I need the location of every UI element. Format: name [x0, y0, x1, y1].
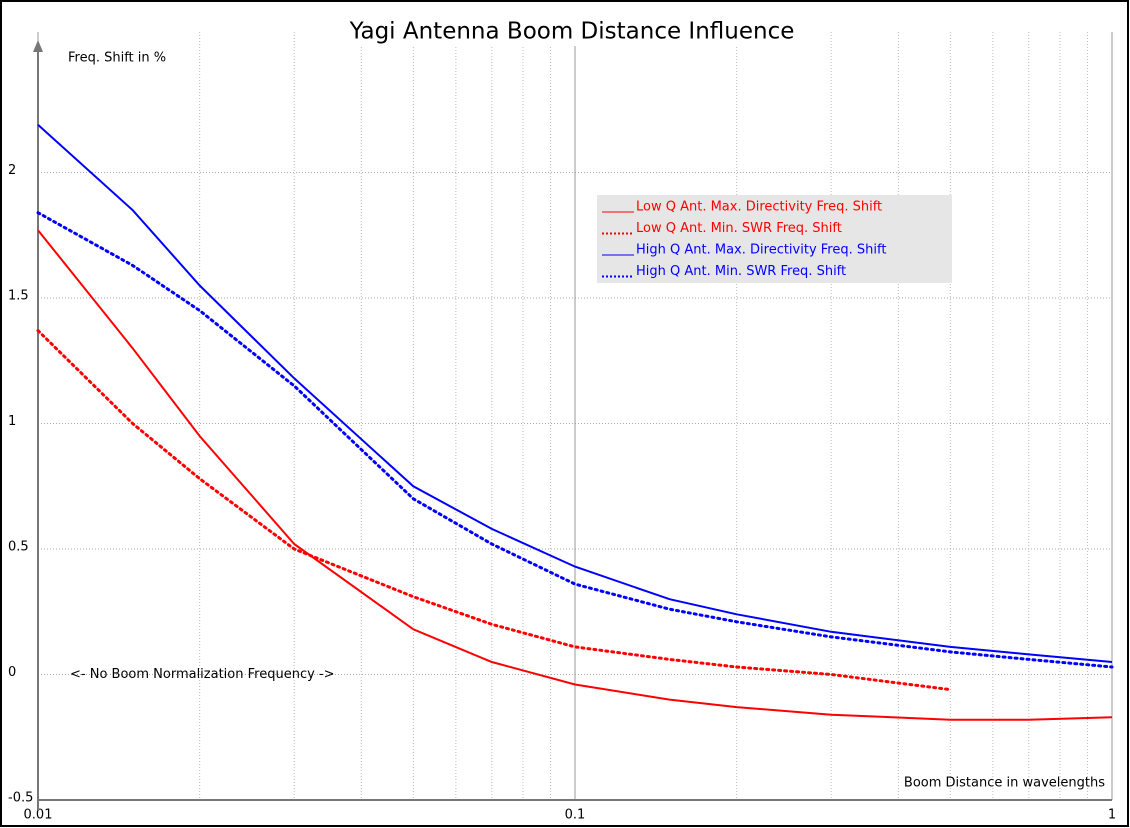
series-line: [36, 329, 952, 692]
legend-label: High Q Ant. Min. SWR Freq. Shift: [636, 264, 846, 279]
series-line: [36, 211, 1114, 669]
x-tick-label: 1: [1108, 808, 1116, 823]
legend-label: High Q Ant. Max. Directivity Freq. Shift: [636, 243, 886, 258]
series-line: [37, 124, 1113, 663]
x-tick-label: 0.1: [565, 808, 586, 823]
series-line: [37, 229, 1113, 721]
y-tick-label: 1: [8, 414, 16, 429]
legend-box: [597, 195, 952, 283]
y-tick-label: 0: [8, 665, 16, 680]
annotation: <- No Boom Normalization Frequency ->: [70, 667, 335, 682]
chart-title: Yagi Antenna Boom Distance Influence: [349, 19, 795, 45]
y-axis-arrow: [33, 40, 43, 52]
y-axis-label: Freq. Shift in %: [68, 51, 166, 66]
x-axis-label: Boom Distance in wavelengths: [904, 776, 1105, 791]
y-tick-label: 0.5: [8, 540, 29, 555]
legend-label: Low Q Ant. Max. Directivity Freq. Shift: [636, 200, 882, 215]
y-tick-label: 2: [8, 163, 16, 178]
y-tick-label: -0.5: [8, 791, 33, 806]
title-background: [316, 18, 828, 46]
y-tick-label: 1.5: [8, 289, 29, 304]
legend-label: Low Q Ant. Min. SWR Freq. Shift: [636, 221, 842, 236]
x-tick-label: 0.01: [24, 808, 53, 823]
